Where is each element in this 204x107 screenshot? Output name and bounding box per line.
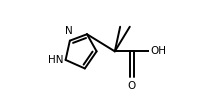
Text: O: O xyxy=(127,81,135,91)
Text: OH: OH xyxy=(149,46,165,56)
Text: N: N xyxy=(65,26,72,36)
Text: HN: HN xyxy=(48,55,63,65)
